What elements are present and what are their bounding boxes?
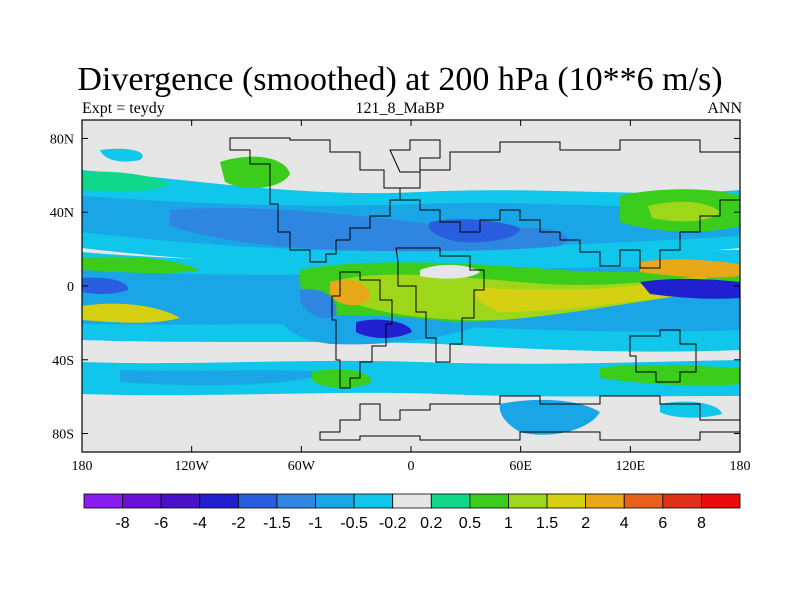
coastline-greenland — [389, 139, 441, 173]
contour-neg02-arctic — [100, 148, 143, 162]
colorbar-label: -6 — [154, 515, 168, 532]
contour-neg02-southern — [82, 360, 740, 397]
coastline-antarctica — [319, 395, 740, 441]
lat-tick-label: 0 — [67, 280, 74, 295]
axes: 180 120W 60W 0 60E 120E 180 80N 40N 0 40S 80S — [50, 120, 751, 474]
contour-pos2-pacific — [640, 259, 740, 278]
colorbar-swatch — [276, 493, 316, 509]
lon-tick-label: 120W — [175, 459, 210, 474]
colorbar-swatch — [623, 493, 664, 509]
lat-tick-label: 40S — [52, 354, 74, 369]
contour-neg05-antarctic — [499, 399, 600, 435]
colorbar-swatch — [585, 493, 625, 509]
lon-tick-label: 60E — [509, 459, 532, 474]
lon-tick-label: 120E — [616, 459, 646, 474]
contour-pos05-west — [82, 256, 200, 274]
colorbar-label: 0.2 — [420, 515, 442, 532]
divergence-field — [82, 120, 740, 452]
colorbar-swatch — [546, 493, 587, 509]
experiment-label: Expt = teydy — [82, 100, 165, 117]
contour-pos05-southern-east — [600, 364, 740, 386]
colorbar-swatch — [353, 493, 394, 509]
coastline-eurasia — [399, 139, 740, 269]
colorbar-swatch — [160, 493, 201, 509]
coastline-australia — [629, 329, 697, 383]
contour-pos15-west — [82, 303, 180, 323]
contour-neg1-sh-west — [300, 289, 337, 318]
colorbar-swatch — [508, 493, 548, 509]
contour-neg15-nh — [428, 219, 520, 243]
colorbar-label: 4 — [620, 515, 629, 532]
lon-tick-label: 0 — [408, 459, 415, 474]
colorbar-swatch — [199, 493, 239, 509]
colorbar-label: 1.5 — [536, 515, 558, 532]
coastline-south-america — [331, 271, 393, 389]
colorbar-label: 0.5 — [459, 515, 481, 532]
season-label: ANN — [707, 100, 742, 117]
contour-neg2-pacific — [640, 278, 740, 299]
contour-pos05-arctic — [220, 156, 290, 189]
colorbar: -8 -6 -4 -2 -1.5 -1 -0.5 -0.2 0.2 0.5 1 1.5 2 4 6 8 — [83, 493, 741, 532]
colorbar-swatch — [315, 493, 355, 509]
colorbar-swatch — [237, 493, 278, 509]
colorbar-swatch — [122, 493, 162, 509]
coastlines — [229, 137, 740, 441]
colorbar-label: -8 — [115, 515, 129, 532]
contour-neg05-southern — [120, 370, 330, 386]
contour-pos05-southern — [312, 369, 372, 388]
colorbar-label: -0.5 — [340, 515, 368, 532]
contour-neg15-west — [82, 277, 129, 294]
contour-neg02-antarctic — [660, 401, 722, 418]
colorbar-label: 1 — [504, 515, 513, 532]
lon-tick-label: 60W — [288, 459, 316, 474]
colorbar-swatch — [701, 493, 741, 509]
case-label: 121_8_MaBP — [355, 100, 445, 117]
colorbar-swatch — [469, 493, 509, 509]
contour-neg02-indian-loop — [420, 264, 480, 279]
colorbar-label: -0.2 — [379, 515, 407, 532]
colorbar-swatch — [83, 493, 123, 509]
colorbar-swatch — [662, 493, 702, 509]
contour-pos02-nw — [82, 171, 170, 192]
colorbar-label: 6 — [658, 515, 667, 532]
colorbar-label: -1.5 — [263, 515, 291, 532]
lon-tick-label: 180 — [730, 459, 751, 474]
lat-tick-label: 80S — [52, 428, 74, 443]
colorbar-swatch — [392, 493, 432, 509]
colorbar-swatch — [430, 493, 471, 509]
contour-pos15-tropics — [475, 282, 684, 312]
lon-tick-label: 180 — [72, 459, 93, 474]
contour-neg2-sh — [356, 319, 412, 338]
colorbar-label: -1 — [308, 515, 322, 532]
coastline-north-america — [229, 137, 401, 263]
plot-title: Divergence (smoothed) at 200 hPa (10**6 … — [77, 61, 723, 98]
colorbar-label: 8 — [697, 515, 706, 532]
lat-tick-label: 40N — [50, 206, 74, 221]
colorbar-label: -2 — [231, 515, 245, 532]
colorbar-label: -4 — [193, 515, 207, 532]
colorbar-label: 2 — [581, 515, 590, 532]
lat-tick-label: 80N — [50, 132, 74, 147]
coastline-africa — [395, 247, 485, 363]
